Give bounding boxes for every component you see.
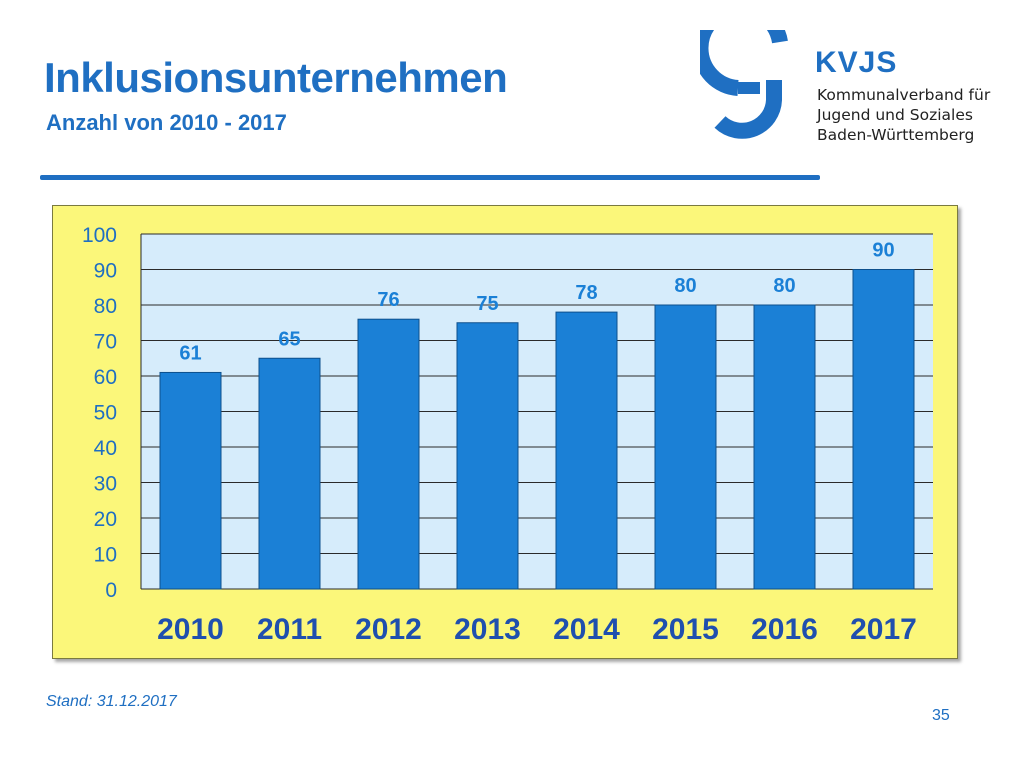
slide-subtitle: Anzahl von 2010 - 2017 bbox=[46, 110, 287, 135]
x-tick-label: 2011 bbox=[257, 613, 322, 646]
bar-chart: 0 10 20 30 40 50 60 70 80 90 100 61 2010 65 2011 76 2012… bbox=[82, 224, 933, 646]
bar-2017 bbox=[852, 269, 915, 590]
bar-2012 bbox=[357, 318, 420, 590]
logo-line-3: Baden-Württemberg bbox=[817, 126, 975, 144]
data-label: 65 bbox=[278, 328, 300, 350]
bar-2010 bbox=[159, 371, 222, 590]
data-label: 61 bbox=[179, 342, 201, 364]
x-tick-label: 2010 bbox=[157, 613, 224, 646]
data-label: 80 bbox=[674, 275, 696, 297]
x-tick-label: 2013 bbox=[454, 613, 521, 646]
logo-line-2: Jugend und Soziales bbox=[817, 106, 973, 124]
bar-2016 bbox=[753, 304, 816, 590]
x-tick-label: 2015 bbox=[652, 613, 719, 646]
logo-name: KVJS bbox=[815, 46, 898, 79]
bar-2014 bbox=[555, 311, 618, 590]
footnote-date: Stand: 31.12.2017 bbox=[46, 693, 177, 710]
bar-2015 bbox=[654, 304, 717, 590]
logo-line-1: Kommunalverband für bbox=[817, 86, 991, 104]
y-tick-label: 90 bbox=[94, 260, 117, 283]
x-tick-label: 2016 bbox=[751, 613, 818, 646]
y-tick-label: 30 bbox=[94, 473, 117, 496]
y-tick-label: 40 bbox=[94, 437, 117, 460]
y-tick-label: 0 bbox=[105, 579, 117, 602]
y-tick-label: 10 bbox=[94, 544, 117, 567]
x-tick-label: 2017 bbox=[850, 613, 917, 646]
y-tick-label: 60 bbox=[94, 366, 117, 389]
x-tick-label: 2012 bbox=[355, 613, 422, 646]
y-tick-label: 20 bbox=[94, 508, 117, 531]
data-label: 78 bbox=[575, 282, 597, 304]
data-label: 80 bbox=[773, 275, 795, 297]
page-number: 35 bbox=[932, 707, 950, 724]
x-tick-label: 2014 bbox=[553, 613, 620, 646]
slide-title: Inklusionsunternehmen bbox=[44, 54, 508, 101]
data-label: 75 bbox=[476, 293, 498, 315]
kvjs-logo: KVJS Kommunalverband für Jugend und Sozi… bbox=[692, 0, 1000, 150]
bar-2013 bbox=[456, 322, 519, 590]
data-label: 76 bbox=[377, 289, 399, 311]
y-tick-label: 80 bbox=[94, 295, 117, 318]
bar-2011 bbox=[258, 357, 321, 590]
y-tick-label: 100 bbox=[82, 224, 117, 247]
kvjs-emblem-icon bbox=[692, 0, 788, 139]
chart-panel: 0 10 20 30 40 50 60 70 80 90 100 61 2010 65 2011 76 2012… bbox=[52, 205, 958, 659]
data-label: 90 bbox=[872, 240, 894, 262]
y-tick-label: 50 bbox=[94, 402, 117, 425]
title-divider bbox=[40, 175, 820, 180]
y-tick-label: 70 bbox=[94, 331, 117, 354]
